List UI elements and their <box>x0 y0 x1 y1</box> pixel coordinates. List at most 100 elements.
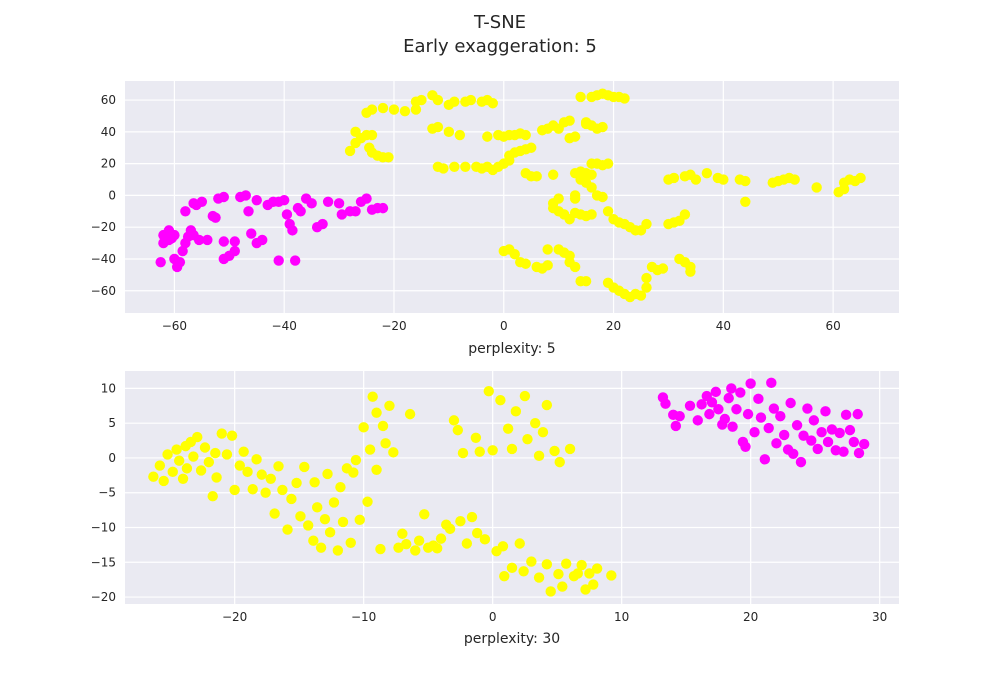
scatter-point <box>531 171 542 182</box>
scatter-point <box>404 408 416 420</box>
scatter-point <box>811 182 822 193</box>
scatter-point <box>277 484 288 496</box>
scatter-point <box>718 174 729 185</box>
scatter-point <box>580 276 592 287</box>
scatter-point <box>641 282 652 293</box>
scatter-point <box>597 191 608 203</box>
scatter-point <box>148 471 159 482</box>
scatter-point <box>332 545 344 556</box>
scatter-point <box>670 420 682 432</box>
scatter-point <box>569 261 581 273</box>
scatter-point <box>788 448 799 459</box>
scatter-point <box>226 430 238 441</box>
scatter-point <box>789 174 800 185</box>
scatter-series <box>155 190 389 273</box>
scatter-series <box>657 377 870 468</box>
scatter-point <box>287 225 298 236</box>
scatter-point <box>278 194 290 206</box>
y-tick-label: −5 <box>98 486 116 500</box>
scatter-point <box>443 126 455 138</box>
scatter-point <box>542 244 553 255</box>
scatter-point <box>180 440 191 452</box>
scatter-point <box>537 427 549 438</box>
scatter-point <box>377 202 389 214</box>
scatter-point <box>383 152 394 163</box>
scatter-point <box>487 445 498 456</box>
scatter-point <box>449 96 460 107</box>
scatter-point <box>260 487 271 498</box>
scatter-point <box>557 581 568 592</box>
scatter-point <box>766 377 777 389</box>
x-tick-label: −10 <box>351 610 376 624</box>
scatter-point <box>487 98 498 109</box>
x-tick-label: 60 <box>825 319 840 333</box>
scatter-point <box>282 524 293 535</box>
scatter-point <box>706 397 718 408</box>
x-tick-label: −60 <box>162 319 187 333</box>
scatter-point <box>755 412 767 423</box>
scatter-point <box>597 121 608 133</box>
scatter-point <box>401 538 412 550</box>
y-tick-label: 10 <box>101 381 116 395</box>
scatter-point <box>269 508 280 519</box>
scatter-point <box>273 461 284 472</box>
y-tick-label: −40 <box>91 252 116 266</box>
scatter-point <box>154 460 166 471</box>
scatter-point <box>196 196 208 207</box>
scatter-point <box>844 424 856 436</box>
scatter-point <box>207 210 219 222</box>
scatter-point <box>375 543 386 555</box>
scatter-point <box>465 94 477 106</box>
scatter-point <box>519 390 531 402</box>
scatter-point <box>482 131 493 142</box>
scatter-point <box>455 516 466 527</box>
scatter-point <box>155 256 166 268</box>
scatter-point <box>358 422 369 433</box>
scatter-point <box>354 514 365 526</box>
scatter-point <box>174 256 186 268</box>
x-axis-label: perplexity: 5 <box>468 341 555 357</box>
scatter-point <box>229 484 240 496</box>
scatter-point <box>397 528 408 539</box>
scatter-point <box>435 533 447 544</box>
scatter-point <box>713 404 724 415</box>
scatter-point <box>822 436 834 448</box>
scatter-point <box>449 161 460 173</box>
figure-title-line1: T-SNE <box>473 12 526 33</box>
scatter-point <box>317 218 328 230</box>
scatter-point <box>203 456 215 468</box>
scatter-point <box>371 464 382 475</box>
scatter-point <box>808 415 820 426</box>
scatter-point <box>602 206 614 217</box>
scatter-point <box>580 584 591 595</box>
scatter-point <box>177 473 189 485</box>
scatter-point <box>461 538 473 549</box>
scatter-point <box>302 520 314 531</box>
x-tick-label: 20 <box>743 610 758 624</box>
scatter-point <box>479 534 491 545</box>
scatter-point <box>257 234 268 246</box>
scatter-point <box>510 406 522 417</box>
x-tick-label: 10 <box>614 610 629 624</box>
scatter-point <box>211 472 222 483</box>
scatter-point <box>619 93 630 104</box>
x-tick-label: 20 <box>606 319 621 333</box>
scatter-point <box>199 442 211 453</box>
scatter-point <box>541 559 553 570</box>
scatter-point <box>775 411 786 422</box>
scatter-point <box>591 563 603 574</box>
scatter-point <box>553 568 564 580</box>
scatter-point <box>195 465 207 476</box>
scatter-point <box>319 513 331 525</box>
scatter-point <box>218 236 230 247</box>
scatter-point <box>564 133 575 144</box>
scatter-point <box>384 400 395 411</box>
scatter-point <box>180 206 191 217</box>
scatter-point <box>606 570 617 581</box>
scatter-point <box>243 206 254 217</box>
scatter-point <box>299 461 310 473</box>
scatter-point <box>674 411 685 422</box>
scatter-point <box>377 420 389 432</box>
scatter-point <box>499 570 510 582</box>
scatter-point <box>685 266 696 277</box>
